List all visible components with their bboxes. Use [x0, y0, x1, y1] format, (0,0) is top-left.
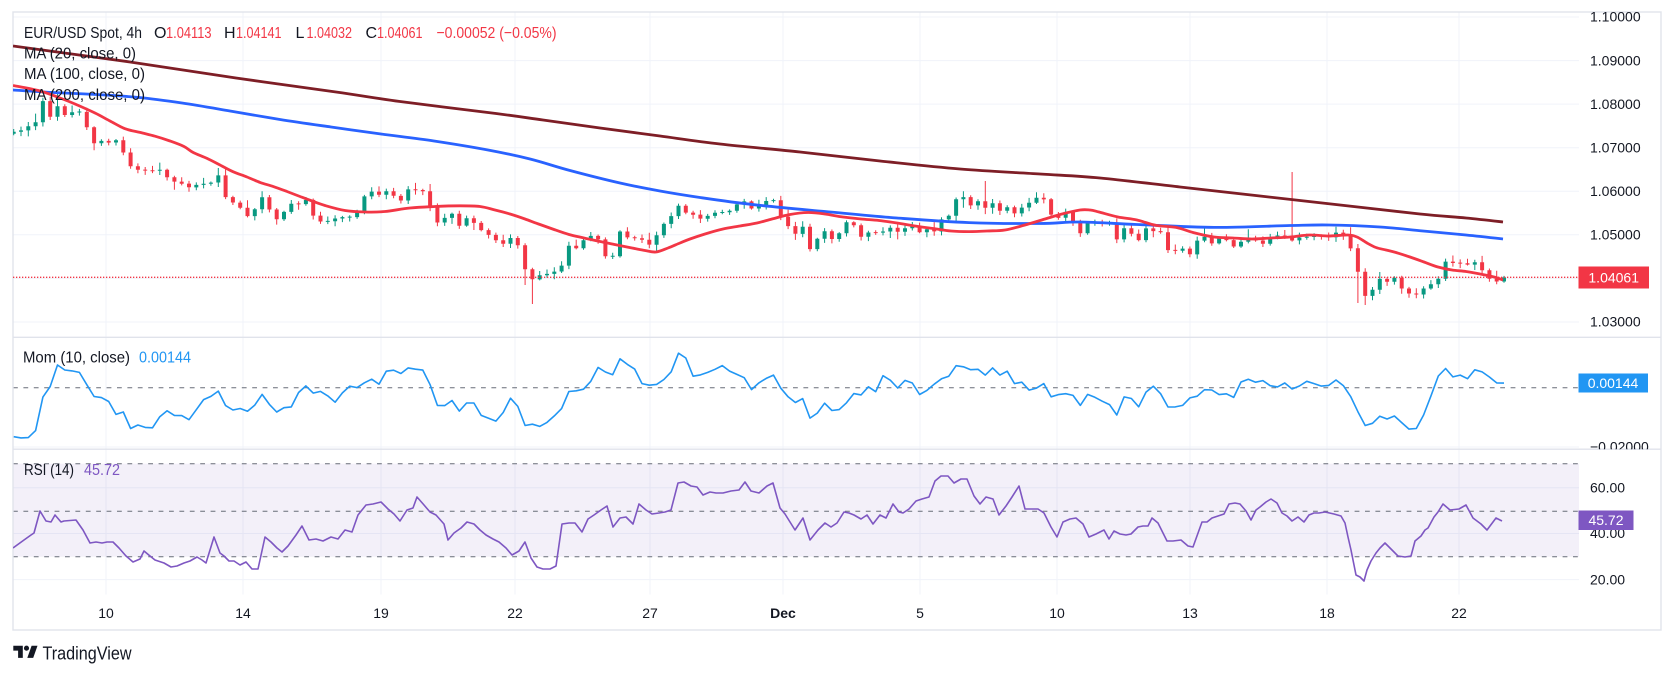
svg-text:5: 5	[916, 605, 924, 621]
svg-text:1.10000: 1.10000	[1590, 9, 1641, 25]
svg-text:L: L	[296, 25, 305, 42]
svg-text:0.00144: 0.00144	[1588, 375, 1639, 391]
svg-text:RSI (14): RSI (14)	[24, 462, 74, 479]
svg-text:22: 22	[1451, 605, 1467, 621]
svg-text:−0.02000: −0.02000	[1590, 439, 1649, 455]
svg-text:0.00144: 0.00144	[139, 349, 191, 366]
svg-text:MA (20, close, 0): MA (20, close, 0)	[24, 46, 136, 63]
svg-text:27: 27	[642, 605, 658, 621]
svg-text:1.05000: 1.05000	[1590, 227, 1641, 243]
svg-text:1.04061: 1.04061	[377, 25, 423, 42]
svg-text:1.03000: 1.03000	[1590, 314, 1641, 330]
svg-text:22: 22	[507, 605, 523, 621]
svg-text:MA (200, close, 0): MA (200, close, 0)	[24, 87, 145, 104]
svg-text:H: H	[224, 25, 236, 42]
svg-text:1.04141: 1.04141	[236, 25, 282, 42]
svg-text:1.04113: 1.04113	[166, 25, 212, 42]
svg-text:14: 14	[235, 605, 251, 621]
svg-text:EUR/USD Spot, 4h: EUR/USD Spot, 4h	[24, 25, 142, 42]
svg-text:10: 10	[1049, 605, 1065, 621]
svg-text:1.06000: 1.06000	[1590, 183, 1641, 199]
svg-text:Mom (10, close): Mom (10, close)	[23, 349, 130, 366]
svg-text:O: O	[154, 25, 166, 42]
svg-text:1.04032: 1.04032	[307, 25, 353, 42]
svg-text:45.72: 45.72	[84, 462, 120, 479]
svg-text:1.09000: 1.09000	[1590, 52, 1641, 68]
svg-text:C: C	[366, 25, 378, 42]
svg-text:Dec: Dec	[770, 605, 796, 621]
svg-text:MA (100, close, 0): MA (100, close, 0)	[24, 66, 145, 83]
svg-text:60.00: 60.00	[1590, 479, 1625, 495]
svg-text:20.00: 20.00	[1590, 571, 1625, 587]
svg-text:13: 13	[1182, 605, 1198, 621]
svg-text:1.04061: 1.04061	[1588, 269, 1639, 285]
svg-text:1.07000: 1.07000	[1590, 139, 1641, 155]
svg-text:10: 10	[98, 605, 114, 621]
svg-text:TradingView: TradingView	[43, 642, 133, 663]
svg-text:1.08000: 1.08000	[1590, 96, 1641, 112]
svg-text:−0.00052 (−0.05%): −0.00052 (−0.05%)	[437, 25, 557, 42]
svg-text:18: 18	[1319, 605, 1335, 621]
svg-text:45.72: 45.72	[1588, 512, 1623, 528]
svg-text:19: 19	[373, 605, 389, 621]
